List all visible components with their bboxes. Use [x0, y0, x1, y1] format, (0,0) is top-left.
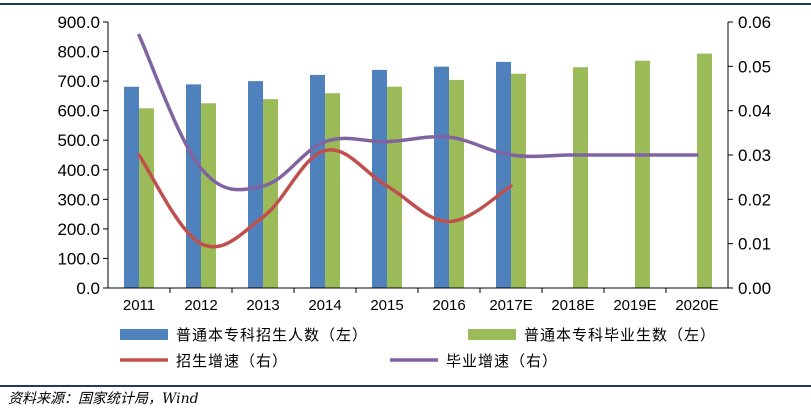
x-tick-label: 2019E — [613, 297, 656, 314]
bar-graduates-2016 — [449, 79, 464, 288]
left-tick-label: 900.0 — [57, 13, 100, 32]
x-tick-label: 2011 — [123, 297, 155, 314]
bar-graduates-2011 — [139, 108, 154, 289]
x-tick-label: 2014 — [308, 297, 341, 314]
left-tick-label: 100.0 — [57, 249, 100, 268]
chart-svg: 0.0 100.0 200.0 300.0 400.0 500.0 600.0 700.0 80… — [57, 13, 771, 370]
bar-enrollment-2013 — [248, 81, 263, 288]
legend-label: 招生增速（右） — [176, 352, 288, 370]
bar-graduates-2012 — [201, 103, 216, 289]
x-tick-label: 2020E — [675, 297, 718, 314]
right-tick-label: 0.03 — [738, 146, 771, 165]
bars-layer — [124, 53, 712, 289]
left-tick-label: 700.0 — [57, 72, 100, 91]
x-tick-label: 2012 — [184, 297, 217, 314]
bar-graduates-2015 — [387, 86, 402, 288]
right-tick-label: 0.04 — [738, 102, 771, 121]
bar-graduates-2018E — [573, 67, 588, 288]
line-graduate-growth — [137, 33, 699, 192]
left-tick-label: 400.0 — [57, 161, 100, 180]
bar-enrollment-2016 — [434, 66, 449, 288]
top-rule — [0, 3, 811, 5]
bar-graduates-2014 — [325, 93, 340, 289]
x-tick-label: 2017E — [489, 297, 532, 314]
left-tick-label: 0.0 — [76, 279, 100, 298]
legend-label: 普通本专科毕业生数（左） — [524, 326, 716, 344]
right-tick-label: 0.06 — [738, 13, 771, 32]
right-tick-label: 0.00 — [738, 279, 771, 298]
right-tick-label: 0.01 — [738, 235, 771, 254]
source-note: 资料来源：国家统计局，Wind — [8, 391, 199, 407]
bar-graduates-2017E — [511, 73, 526, 288]
axes-layer: 0.0 100.0 200.0 300.0 400.0 500.0 600.0 700.0 80… — [57, 13, 771, 314]
legend-label: 普通本专科招生人数（左） — [176, 326, 368, 344]
line-enrollment-growth — [137, 148, 513, 249]
left-tick-label: 800.0 — [57, 43, 100, 62]
left-tick-label: 200.0 — [57, 220, 100, 239]
legend-swatch — [120, 329, 168, 340]
legend-label: 毕业增速（右） — [446, 352, 558, 370]
bar-enrollment-2017E — [496, 61, 511, 289]
left-tick-label: 300.0 — [57, 190, 100, 209]
left-tick-label: 600.0 — [57, 102, 100, 121]
x-tick-label: 2015 — [370, 297, 403, 314]
bar-enrollment-2014 — [310, 74, 325, 288]
bar-graduates-2013 — [263, 99, 278, 288]
bar-enrollment-2011 — [124, 86, 139, 288]
x-tick-label: 2018E — [551, 297, 594, 314]
legend: 普通本专科招生人数（左） 普通本专科毕业生数（左） 招生增速（右） 毕业增速（右） — [120, 326, 716, 370]
right-tick-label: 0.02 — [738, 190, 771, 209]
legend-swatch — [468, 329, 516, 340]
left-tick-label: 500.0 — [57, 131, 100, 150]
lines-layer — [137, 33, 699, 249]
right-tick-label: 0.05 — [738, 57, 771, 76]
x-tick-label: 2013 — [246, 297, 279, 314]
x-tick-label: 2016 — [432, 297, 465, 314]
bottom-rule — [0, 385, 811, 387]
bar-graduates-2020E — [697, 53, 712, 288]
bar-graduates-2019E — [635, 60, 650, 289]
bar-enrollment-2012 — [186, 84, 201, 289]
